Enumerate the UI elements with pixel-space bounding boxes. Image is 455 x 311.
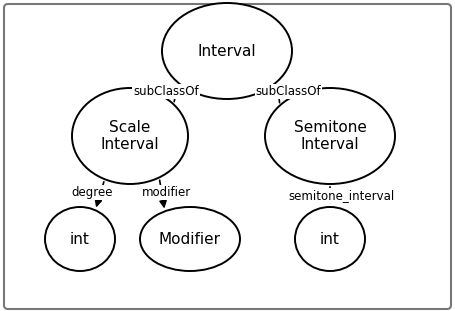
Text: int: int [320,231,340,247]
Ellipse shape [140,207,240,271]
Text: modifier: modifier [142,186,191,199]
Text: subClassOf: subClassOf [256,85,321,98]
Ellipse shape [265,88,395,184]
FancyBboxPatch shape [4,4,451,309]
Text: Modifier: Modifier [159,231,221,247]
Text: int: int [70,231,90,247]
Text: subClassOf: subClassOf [133,85,199,98]
Text: Interval: Interval [197,44,256,58]
Text: semitone_interval: semitone_interval [289,189,395,202]
Text: degree: degree [71,186,113,199]
Text: Semitone
Interval: Semitone Interval [293,120,366,152]
Ellipse shape [162,3,292,99]
Text: Scale
Interval: Scale Interval [101,120,159,152]
Ellipse shape [295,207,365,271]
Ellipse shape [45,207,115,271]
Ellipse shape [72,88,188,184]
